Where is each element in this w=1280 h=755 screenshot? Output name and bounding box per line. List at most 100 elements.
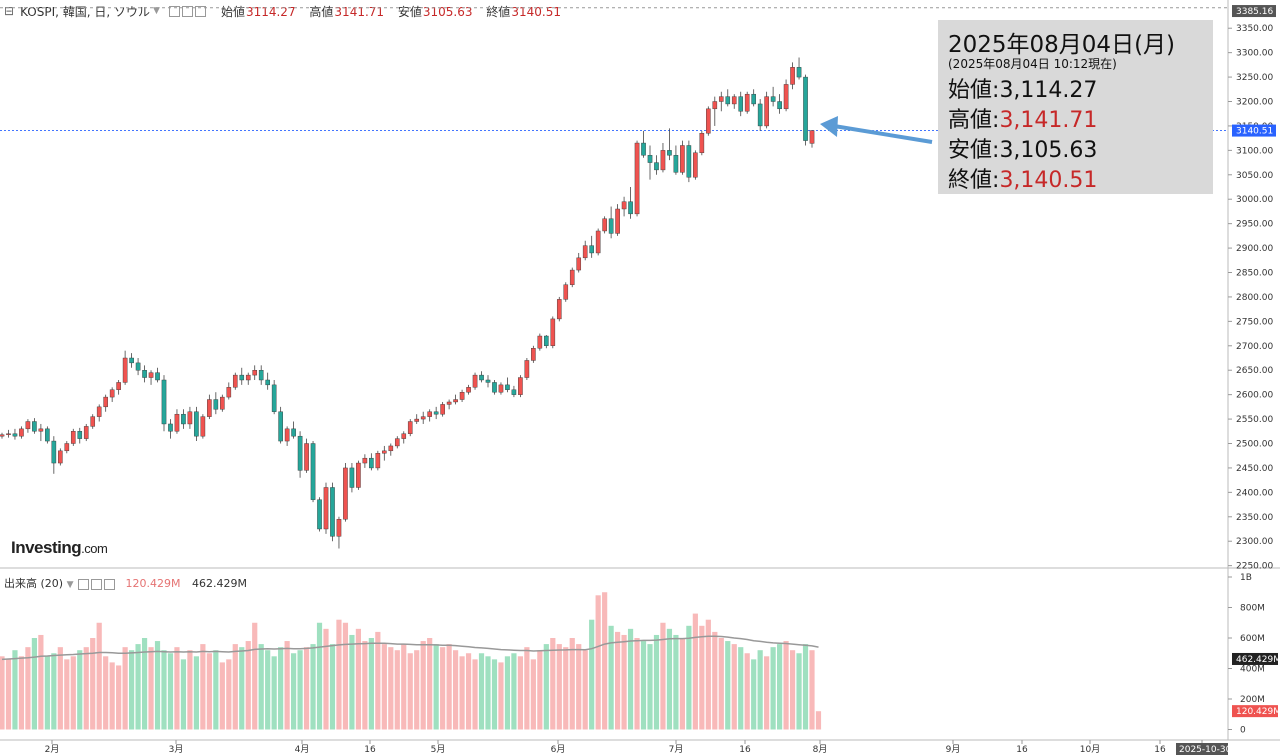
candle-body: [265, 379, 270, 386]
volume-bar: [796, 653, 802, 730]
close-icon[interactable]: [194, 6, 206, 17]
settings-icons: [168, 4, 207, 18]
volume-bar: [576, 644, 582, 730]
volume-close-icon[interactable]: [104, 578, 115, 590]
volume-bar: [498, 662, 504, 730]
volume-bar: [200, 644, 206, 730]
date-tick-label: 4月: [295, 744, 310, 755]
price-tick-label: 3000.00: [1236, 195, 1273, 205]
volume-dropdown-icon[interactable]: ▼: [66, 580, 74, 590]
date-tick-label: 16: [364, 745, 376, 755]
volume-bar: [459, 656, 465, 730]
volume-bar: [174, 647, 180, 730]
volume-bar: [122, 647, 128, 730]
volume-bar: [440, 647, 446, 730]
volume-bar: [621, 634, 627, 730]
volume-bar: [284, 641, 290, 730]
candle-body: [291, 428, 296, 437]
info-row-low: 安値:3,105.63: [948, 138, 1098, 163]
candle-body: [343, 467, 348, 520]
candle-body: [362, 457, 368, 464]
price-tick-label: 2400.00: [1236, 488, 1273, 498]
candle-body: [680, 145, 685, 173]
candle-body: [174, 413, 180, 432]
price-tick-label: 3250.00: [1236, 73, 1273, 83]
max-price-tag: 3385.16: [1236, 7, 1273, 17]
candle-body: [356, 462, 361, 488]
candle-body: [537, 335, 543, 349]
candle-body: [738, 96, 744, 112]
volume-gear-icon[interactable]: [78, 578, 89, 590]
date-tick-label: 16: [1016, 745, 1028, 755]
volume-bar: [265, 650, 271, 730]
volume-bar: [38, 634, 44, 730]
volume-bar: [673, 634, 679, 730]
open-label: 始値: [220, 4, 245, 19]
candle-body: [602, 218, 607, 232]
candle-body: [511, 389, 517, 395]
pointer-arrow-head: [820, 116, 838, 137]
collapse-icon[interactable]: ⊟: [4, 4, 15, 18]
volume-bar: [705, 619, 711, 730]
price-tick-label: 2950.00: [1236, 220, 1273, 230]
visibility-icon[interactable]: [181, 6, 193, 17]
candle-body: [576, 257, 582, 271]
candle-body: [168, 423, 173, 432]
candle-body: [0, 434, 5, 437]
candle-body: [148, 372, 154, 378]
gear-icon[interactable]: [168, 6, 180, 17]
volume-bar: [608, 625, 614, 730]
date-tick-label: 5月: [431, 744, 446, 755]
volume-bar: [511, 653, 517, 730]
volume-bar: [550, 638, 556, 730]
candle-body: [420, 416, 426, 420]
candle-body: [135, 362, 141, 371]
candle-body: [38, 428, 44, 432]
info-as-of: (2025年08月04日 10:12現在): [948, 57, 1117, 71]
candle-body: [433, 411, 439, 415]
candle-body: [531, 348, 536, 361]
price-tick-label: 3350.00: [1236, 24, 1273, 34]
volume-bar: [103, 656, 109, 730]
volume-bar: [789, 650, 796, 730]
candle-body: [803, 76, 808, 141]
candle-body: [330, 487, 335, 537]
current-date-tag: 2025-10-30: [1179, 745, 1232, 755]
candle-body: [96, 406, 102, 417]
volume-bar: [167, 653, 174, 730]
volume-bar: [258, 644, 264, 730]
candle-body: [213, 399, 219, 410]
volume-bar: [602, 592, 608, 730]
volume-bar: [647, 644, 653, 730]
volume-tick-label: 1B: [1240, 573, 1252, 583]
candle-body: [453, 399, 458, 403]
candle-body: [414, 418, 420, 422]
volume-bar: [589, 619, 595, 730]
candle-body: [479, 374, 484, 381]
volume-bar: [51, 653, 57, 730]
candle-body: [394, 438, 400, 447]
candle-body: [783, 84, 789, 110]
candle-body: [70, 431, 76, 444]
volume-bar: [129, 650, 135, 730]
symbol-dropdown-icon[interactable]: ▼: [153, 6, 160, 16]
date-tick-label: 6月: [551, 744, 566, 755]
volume-tick-label: 200M: [1240, 695, 1265, 705]
candle-body: [245, 374, 251, 381]
volume-bar: [595, 595, 601, 730]
price-tick-label: 2350.00: [1236, 513, 1273, 523]
candle-body: [686, 145, 692, 178]
volume-bar: [278, 647, 284, 730]
price-tick-label: 2800.00: [1236, 293, 1273, 303]
candle-body: [556, 299, 562, 320]
candle-body: [375, 453, 381, 469]
pointer-arrow-shaft: [833, 124, 933, 144]
volume-tag: 462.429M: [1236, 655, 1280, 665]
date-tick-label: 9月: [946, 744, 961, 755]
candle-body: [323, 487, 329, 530]
volume-visibility-icon[interactable]: [91, 578, 102, 590]
volume-label: 出来高 (20): [4, 577, 64, 590]
candle-body: [83, 426, 89, 439]
candle-body: [796, 67, 802, 78]
